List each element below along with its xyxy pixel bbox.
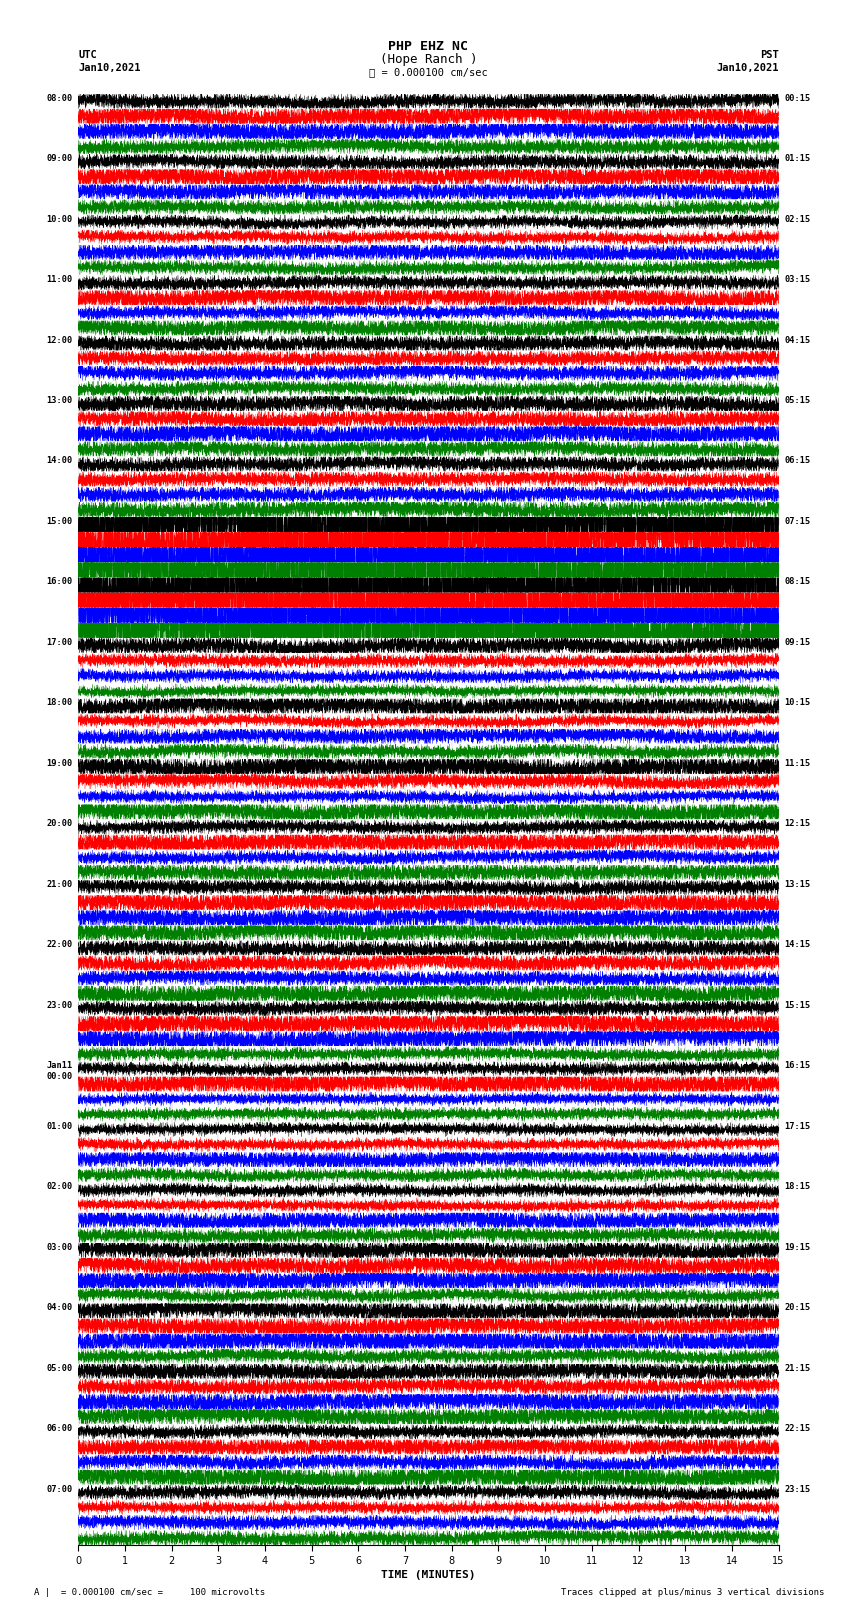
Text: 12:15: 12:15 (785, 819, 810, 829)
Text: 03:15: 03:15 (785, 274, 810, 284)
Text: 06:15: 06:15 (785, 456, 810, 466)
Text: ⏐ = 0.000100 cm/sec: ⏐ = 0.000100 cm/sec (369, 66, 488, 77)
Text: 23:15: 23:15 (785, 1484, 810, 1494)
Text: 16:15: 16:15 (785, 1061, 810, 1071)
Text: 17:15: 17:15 (785, 1123, 810, 1131)
Text: UTC: UTC (78, 50, 97, 60)
Text: 20:00: 20:00 (47, 819, 72, 829)
Text: 02:15: 02:15 (785, 215, 810, 224)
Text: 13:00: 13:00 (47, 395, 72, 405)
Text: 22:15: 22:15 (785, 1424, 810, 1434)
Text: 00:15: 00:15 (785, 94, 810, 103)
Text: 13:15: 13:15 (785, 881, 810, 889)
Text: 04:15: 04:15 (785, 336, 810, 345)
Text: 18:15: 18:15 (785, 1182, 810, 1192)
Text: 18:00: 18:00 (47, 698, 72, 708)
Text: 21:00: 21:00 (47, 881, 72, 889)
Text: 11:15: 11:15 (785, 760, 810, 768)
Text: 15:15: 15:15 (785, 1000, 810, 1010)
Text: 15:00: 15:00 (47, 516, 72, 526)
Text: A |  = 0.000100 cm/sec =     100 microvolts: A | = 0.000100 cm/sec = 100 microvolts (34, 1587, 265, 1597)
Text: 09:15: 09:15 (785, 639, 810, 647)
Text: 23:00: 23:00 (47, 1000, 72, 1010)
Text: 03:00: 03:00 (47, 1242, 72, 1252)
Text: 10:15: 10:15 (785, 698, 810, 708)
Text: 17:00: 17:00 (47, 639, 72, 647)
Text: 09:00: 09:00 (47, 153, 72, 163)
Text: PHP EHZ NC: PHP EHZ NC (388, 39, 468, 53)
Text: 04:00: 04:00 (47, 1303, 72, 1313)
Text: 01:15: 01:15 (785, 153, 810, 163)
Text: 14:15: 14:15 (785, 940, 810, 950)
Text: 22:00: 22:00 (47, 940, 72, 950)
X-axis label: TIME (MINUTES): TIME (MINUTES) (381, 1569, 476, 1579)
Text: 11:00: 11:00 (47, 274, 72, 284)
Text: PST: PST (760, 50, 779, 60)
Text: Jan10,2021: Jan10,2021 (716, 63, 779, 73)
Text: 08:15: 08:15 (785, 577, 810, 587)
Text: Jan10,2021: Jan10,2021 (78, 63, 141, 73)
Text: 08:00: 08:00 (47, 94, 72, 103)
Text: (Hope Ranch ): (Hope Ranch ) (380, 53, 477, 66)
Text: 07:15: 07:15 (785, 516, 810, 526)
Text: 05:15: 05:15 (785, 395, 810, 405)
Text: 07:00: 07:00 (47, 1484, 72, 1494)
Text: 05:00: 05:00 (47, 1365, 72, 1373)
Text: 16:00: 16:00 (47, 577, 72, 587)
Text: 10:00: 10:00 (47, 215, 72, 224)
Text: 19:00: 19:00 (47, 760, 72, 768)
Text: 19:15: 19:15 (785, 1242, 810, 1252)
Text: 01:00: 01:00 (47, 1123, 72, 1131)
Text: 06:00: 06:00 (47, 1424, 72, 1434)
Text: 21:15: 21:15 (785, 1365, 810, 1373)
Text: Traces clipped at plus/minus 3 vertical divisions: Traces clipped at plus/minus 3 vertical … (561, 1587, 824, 1597)
Text: 12:00: 12:00 (47, 336, 72, 345)
Text: 02:00: 02:00 (47, 1182, 72, 1192)
Text: 14:00: 14:00 (47, 456, 72, 466)
Text: 20:15: 20:15 (785, 1303, 810, 1313)
Text: Jan11
00:00: Jan11 00:00 (47, 1061, 72, 1081)
